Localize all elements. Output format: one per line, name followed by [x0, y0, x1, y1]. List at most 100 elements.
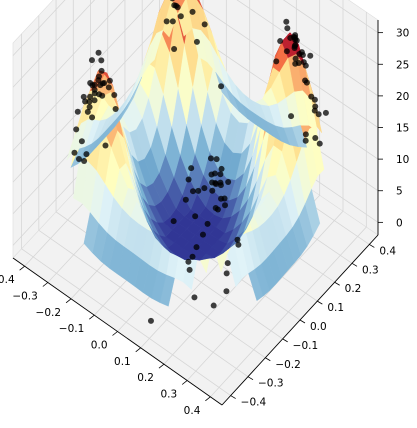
scatter-point [170, 218, 177, 225]
scatter-point [95, 49, 102, 56]
scatter-point [95, 73, 102, 80]
y-tick-label: −0.2 [275, 359, 301, 371]
scatter-point [293, 37, 300, 44]
scatter-point [75, 155, 82, 162]
scatter-point [312, 134, 319, 141]
scatter-point [78, 138, 85, 145]
y-tick-label: 0.2 [345, 283, 362, 295]
x-tick-mark [205, 396, 211, 402]
scatter-point [218, 165, 225, 172]
x-tick-label: 0.3 [160, 389, 177, 401]
scatter-point [234, 236, 241, 243]
x-tick-label: −0.3 [12, 291, 38, 303]
scatter-point [171, 46, 178, 53]
scatter-point [82, 98, 89, 105]
scatter-point [299, 52, 306, 59]
z-tick-label: 20 [396, 91, 409, 103]
z-tick-label: 5 [396, 186, 403, 198]
scatter-point [102, 142, 109, 149]
back-grid-line-z [282, 0, 379, 65]
x-tick-mark [19, 265, 25, 271]
y-axis-ticks: −0.4 −0.3 −0.2 −0.1 0.00.10.20.30.4 [230, 244, 396, 409]
scatter-point [192, 213, 199, 220]
scatter-point [177, 13, 184, 20]
x-tick-label: 0.0 [91, 340, 108, 352]
scatter-point [185, 176, 192, 183]
scatter-point [291, 44, 298, 51]
x-tick-label: −0.2 [36, 307, 62, 319]
scatter-point [222, 202, 229, 209]
x-tick-label: 0.4 [184, 405, 201, 417]
scatter-point [211, 170, 218, 177]
scatter-point [223, 288, 230, 295]
scatter-point [193, 38, 200, 45]
z-tick-label: 25 [396, 59, 409, 71]
z-tick-label: 15 [396, 123, 409, 135]
scatter-point [212, 204, 219, 211]
back-grid-line-z [329, 0, 379, 33]
scatter-point [204, 220, 211, 227]
scatter-point [288, 113, 295, 120]
scatter-point [88, 57, 95, 64]
y-tick-mark [282, 338, 288, 343]
scatter-point [169, 18, 176, 25]
scatter-point [80, 93, 87, 100]
scatter-point [71, 149, 78, 156]
x-tick-mark [112, 331, 118, 336]
y-tick-mark [334, 281, 340, 286]
scatter-point [74, 108, 81, 115]
scatter-point [213, 156, 220, 163]
scatter-point [212, 181, 219, 188]
y-tick-mark [230, 395, 236, 399]
scatter-point [316, 140, 323, 147]
y-tick-mark [247, 376, 254, 381]
scatter-point [209, 187, 216, 194]
scatter-point [189, 253, 196, 260]
scatter-point [218, 195, 225, 202]
scatter-point [322, 109, 329, 116]
left-grid-line-z [12, 0, 155, 151]
scatter-point [210, 302, 217, 309]
x-tick-label: 0.2 [137, 372, 154, 384]
y-tick-mark [317, 300, 323, 305]
scatter-point [292, 60, 299, 67]
back-grid-line-z [236, 0, 379, 97]
scatter-point [189, 8, 196, 15]
scatter-point [199, 231, 206, 238]
scatter-point [87, 79, 94, 86]
scatter-point [312, 103, 319, 110]
back-grid-line-z [190, 0, 379, 128]
x-tick-mark [181, 380, 188, 385]
z-tick-label: 30 [396, 28, 409, 40]
scatter-point [96, 91, 103, 98]
scatter-point [191, 294, 198, 301]
y-tick-label: 0.1 [327, 302, 344, 314]
scatter-point [218, 83, 225, 90]
z-tick-label: 10 [396, 154, 409, 166]
scatter-point [283, 18, 290, 25]
y-tick-label: −0.3 [258, 378, 284, 390]
scatter-point [171, 2, 178, 9]
scatter-point [86, 98, 93, 105]
y-tick-label: 0.0 [310, 321, 327, 333]
scatter-point [193, 244, 200, 251]
scatter-point [225, 178, 232, 185]
floor-grid-line-x [210, 226, 367, 398]
scatter-point [106, 77, 113, 84]
y-tick-label: 0.4 [379, 245, 396, 257]
scatter-point [182, 196, 189, 203]
scatter-point [89, 114, 96, 121]
x-tick-label: −0.1 [59, 323, 85, 335]
scatter-point [307, 52, 314, 59]
scatter-point [97, 82, 104, 89]
z-axis-ticks: 0 5 10 15 20 25 30 [378, 28, 409, 229]
scatter-point [287, 34, 294, 41]
scatter-point [188, 165, 195, 172]
scatter-point [81, 158, 88, 165]
scatter-point [185, 258, 192, 265]
z-tick-label: 0 [396, 217, 403, 229]
x-tick-mark [65, 298, 72, 304]
scatter-point [163, 18, 170, 25]
scatter-point [283, 48, 290, 55]
y-tick-label: −0.1 [293, 340, 319, 352]
